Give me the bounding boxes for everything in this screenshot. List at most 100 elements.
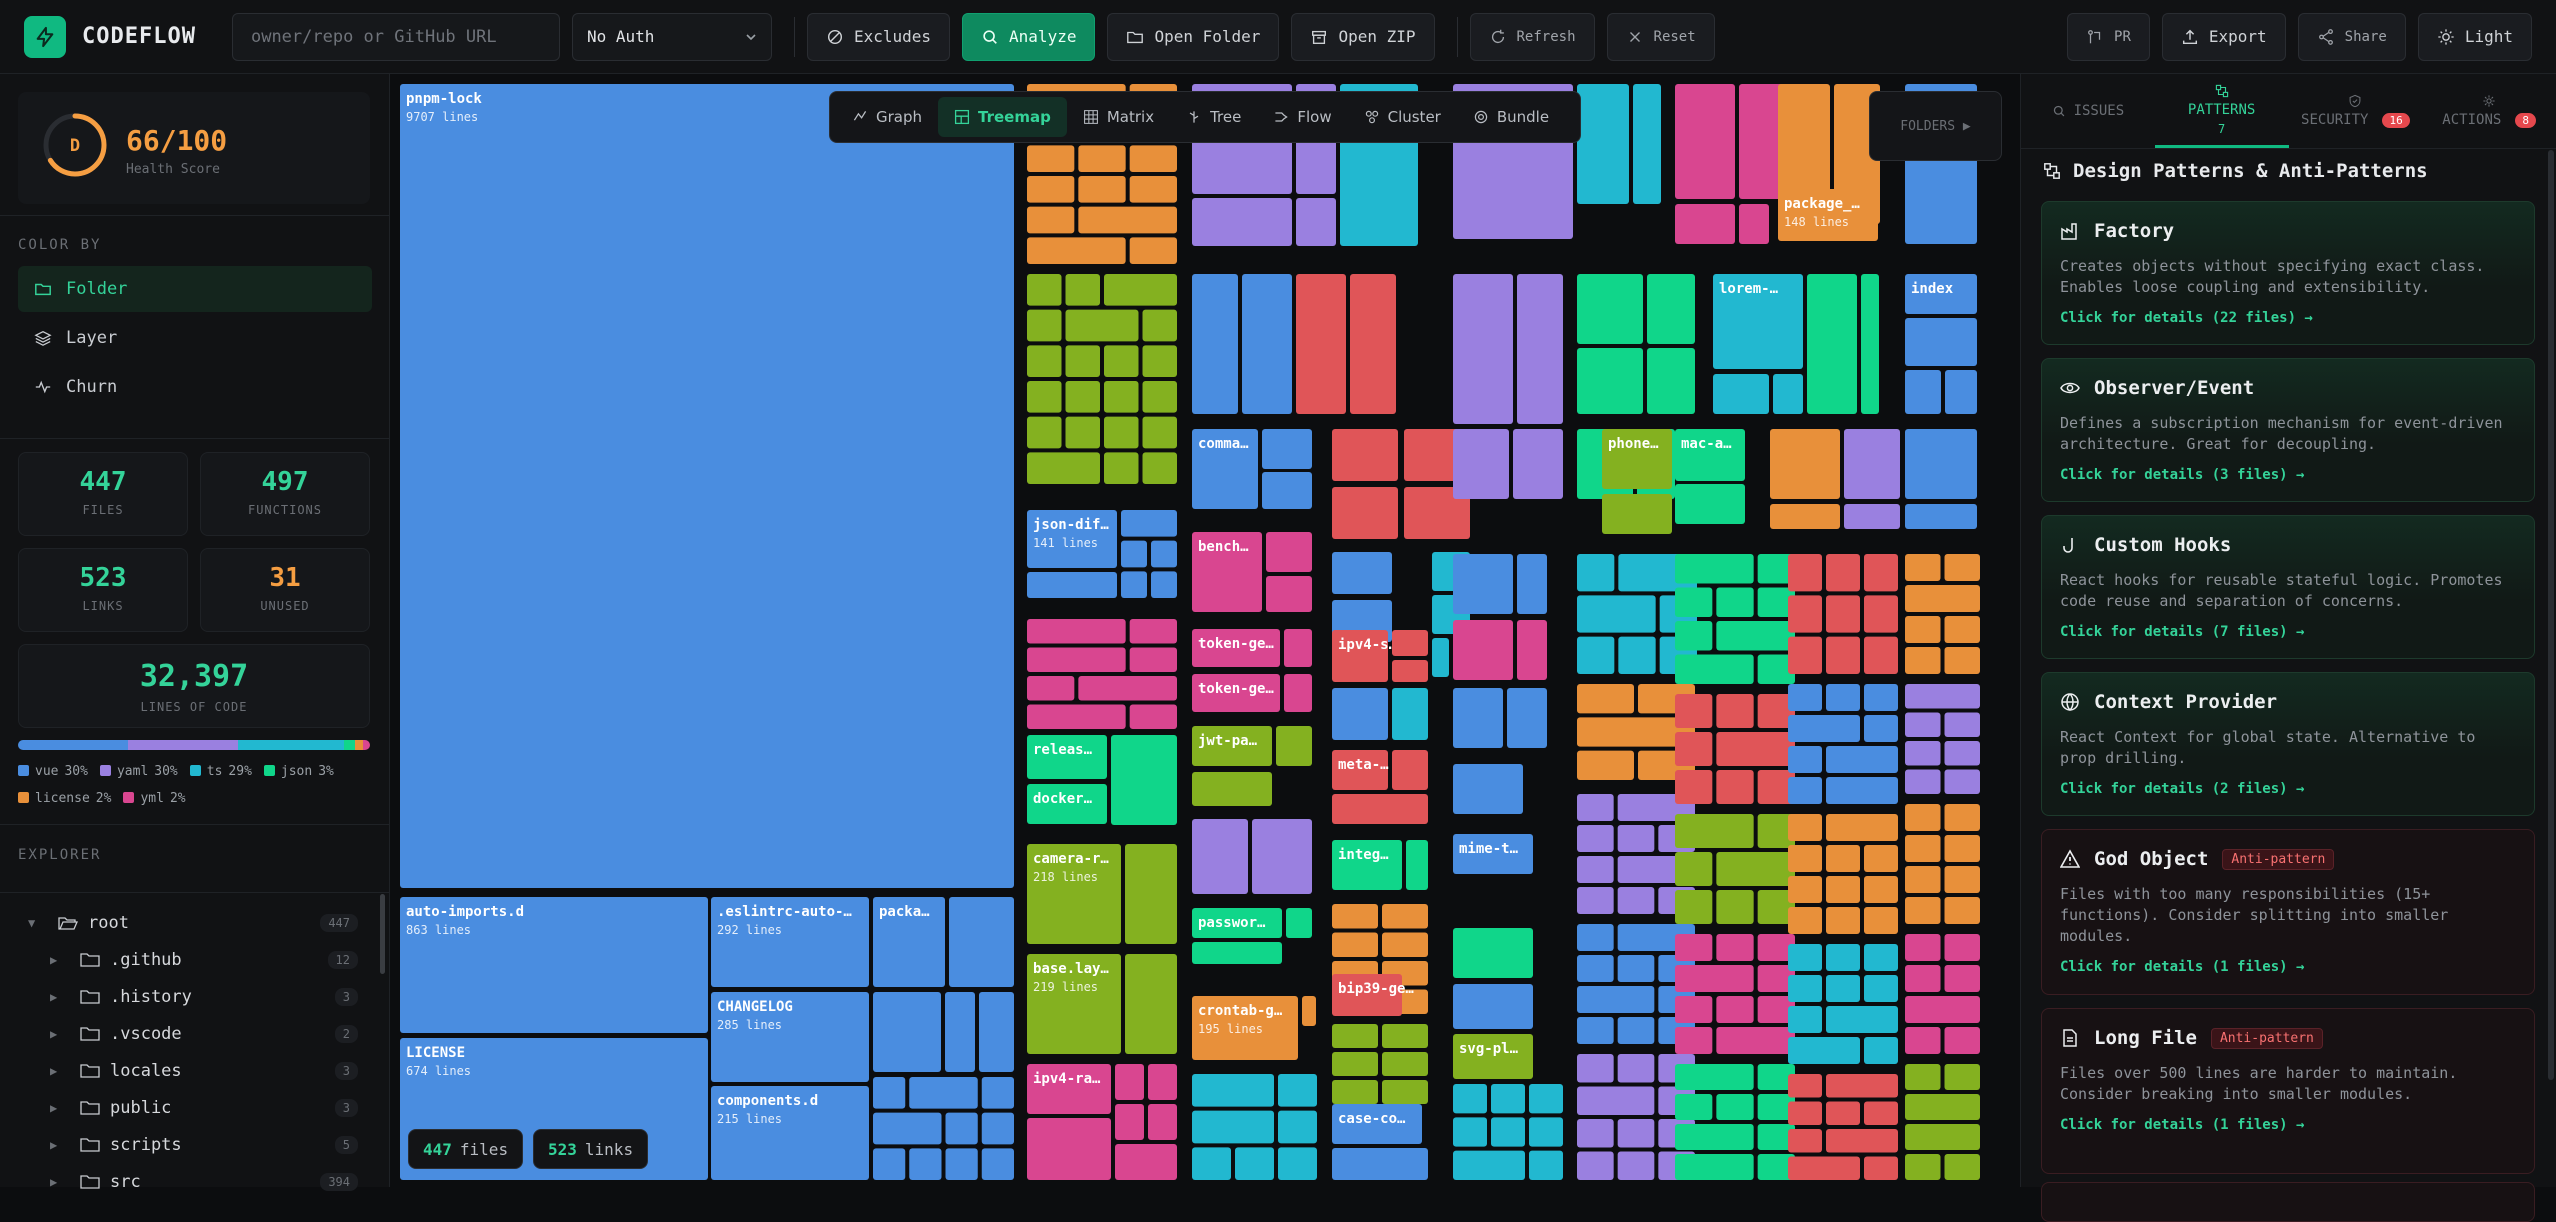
treemap-tile[interactable] bbox=[1713, 374, 1769, 414]
treemap-tile[interactable] bbox=[1675, 934, 1713, 961]
pattern-card-partial[interactable] bbox=[2041, 1182, 2535, 1222]
treemap-tile[interactable] bbox=[1675, 587, 1713, 618]
export-button[interactable]: Export bbox=[2161, 12, 2286, 61]
treemap-tile[interactable] bbox=[1757, 1154, 1795, 1180]
treemap-tile[interactable] bbox=[1142, 381, 1178, 413]
treemap-tile[interactable] bbox=[1027, 647, 1126, 673]
treemap-tile[interactable] bbox=[1192, 819, 1248, 894]
treemap-tile[interactable] bbox=[1716, 770, 1754, 804]
treemap-tile[interactable] bbox=[1278, 1147, 1317, 1180]
treemap-tile[interactable] bbox=[1577, 636, 1615, 674]
treemap-tile[interactable] bbox=[1192, 1074, 1274, 1107]
treemap-tile[interactable] bbox=[1905, 1094, 1980, 1120]
tree-scrollbar[interactable] bbox=[380, 894, 385, 974]
open-folder-button[interactable]: Open Folder bbox=[1107, 12, 1280, 61]
treemap-tile[interactable] bbox=[1905, 318, 1977, 366]
treemap-tile[interactable] bbox=[1944, 769, 1981, 795]
treemap-tile[interactable] bbox=[949, 897, 1014, 987]
folders-toggle-button[interactable]: FOLDERS ▶ bbox=[1869, 91, 2002, 161]
treemap-tile[interactable] bbox=[1491, 1084, 1525, 1114]
treemap-tile[interactable] bbox=[1716, 621, 1795, 651]
treemap-tile[interactable] bbox=[1262, 429, 1312, 469]
treemap-tile[interactable] bbox=[1027, 1064, 1111, 1114]
view-treemap-button[interactable]: Treemap bbox=[938, 97, 1067, 137]
treemap-tile[interactable] bbox=[1027, 784, 1107, 824]
treemap-tile[interactable] bbox=[1529, 1084, 1563, 1114]
treemap-tile[interactable] bbox=[1757, 694, 1795, 728]
auth-select[interactable]: No Auth bbox=[571, 12, 772, 61]
treemap-tile[interactable] bbox=[1757, 1064, 1795, 1090]
tree-item-history[interactable]: ▶ .history 3 bbox=[0, 978, 390, 1015]
treemap-tile[interactable] bbox=[1115, 1104, 1144, 1140]
treemap-tile[interactable] bbox=[1905, 504, 1977, 529]
pattern-details-link[interactable]: Click for details (7 files) → bbox=[2060, 624, 2305, 640]
treemap-tile[interactable] bbox=[1453, 554, 1513, 614]
treemap-tile[interactable] bbox=[1826, 1074, 1898, 1098]
treemap-tile[interactable] bbox=[1577, 1086, 1655, 1116]
treemap-tile[interactable] bbox=[1453, 274, 1513, 424]
view-graph-button[interactable]: Graph bbox=[836, 97, 938, 137]
treemap-tile[interactable] bbox=[1905, 835, 1941, 862]
treemap-tile[interactable] bbox=[1148, 1064, 1177, 1100]
tree-item-public[interactable]: ▶ public 3 bbox=[0, 1089, 390, 1126]
treemap-tile[interactable] bbox=[1453, 928, 1533, 978]
caret-right-icon[interactable]: ▶ bbox=[50, 989, 58, 1004]
treemap-tile[interactable] bbox=[1332, 1104, 1422, 1144]
treemap-tile[interactable] bbox=[1757, 1124, 1795, 1150]
treemap-tile[interactable] bbox=[909, 1148, 942, 1180]
treemap-tile[interactable] bbox=[1078, 676, 1177, 701]
treemap-tile[interactable] bbox=[1432, 638, 1449, 677]
treemap-tile[interactable] bbox=[981, 1148, 1014, 1180]
treemap-tile[interactable] bbox=[1577, 595, 1656, 633]
treemap-tile[interactable] bbox=[1577, 84, 1629, 204]
treemap-tile[interactable] bbox=[945, 1112, 978, 1145]
treemap-tile[interactable] bbox=[1617, 1054, 1655, 1083]
treemap-tile[interactable] bbox=[1453, 429, 1509, 499]
treemap-tile[interactable] bbox=[1675, 732, 1713, 766]
treemap-tile[interactable] bbox=[1905, 897, 1941, 924]
treemap-tile[interactable] bbox=[1757, 587, 1795, 618]
treemap-tile[interactable] bbox=[1905, 585, 1980, 612]
treemap-tile[interactable] bbox=[1675, 1027, 1713, 1054]
tree-item-root[interactable]: ▼ root 447 bbox=[0, 904, 390, 941]
treemap-tile[interactable] bbox=[1027, 844, 1121, 944]
tab-patterns[interactable]: PATTERNS 7 bbox=[2154, 74, 2289, 148]
treemap-tile[interactable] bbox=[1864, 907, 1898, 934]
treemap-tile[interactable] bbox=[1905, 866, 1941, 893]
treemap-tile[interactable] bbox=[1675, 1124, 1754, 1150]
treemap-tile[interactable] bbox=[1602, 429, 1672, 489]
treemap-tile[interactable] bbox=[1332, 1148, 1428, 1180]
treemap-tile[interactable] bbox=[1027, 1118, 1111, 1180]
treemap-tile[interactable] bbox=[1788, 814, 1822, 841]
view-flow-button[interactable]: Flow bbox=[1257, 97, 1347, 137]
treemap-tile[interactable] bbox=[1617, 1119, 1655, 1148]
treemap-tile[interactable] bbox=[1945, 370, 1977, 414]
treemap-tile[interactable] bbox=[1861, 274, 1879, 414]
treemap-tile[interactable] bbox=[1125, 844, 1177, 944]
treemap-tile[interactable] bbox=[1296, 274, 1346, 414]
tab-actions[interactable]: ACTIONS 8 bbox=[2422, 74, 2556, 148]
treemap-tile[interactable] bbox=[1788, 944, 1822, 971]
treemap-tile[interactable] bbox=[1121, 540, 1147, 568]
treemap-tile[interactable] bbox=[1332, 552, 1392, 594]
treemap-tile[interactable] bbox=[1296, 198, 1336, 246]
treemap-tile[interactable] bbox=[1864, 684, 1898, 711]
treemap-tile[interactable] bbox=[1826, 1006, 1898, 1033]
treemap-tile[interactable] bbox=[1104, 452, 1139, 484]
treemap-tile[interactable] bbox=[1453, 1117, 1487, 1147]
treemap-tile[interactable] bbox=[1826, 1129, 1898, 1153]
treemap-tile[interactable] bbox=[1302, 996, 1316, 1026]
view-matrix-button[interactable]: Matrix bbox=[1067, 97, 1170, 137]
treemap-tile[interactable] bbox=[1192, 629, 1280, 667]
treemap-tile[interactable] bbox=[1332, 429, 1398, 481]
treemap-tile[interactable] bbox=[1332, 932, 1378, 958]
treemap-tile[interactable] bbox=[1027, 274, 1062, 306]
treemap-tile[interactable] bbox=[1675, 965, 1754, 992]
treemap-tile[interactable] bbox=[981, 1077, 1014, 1109]
treemap-tile[interactable] bbox=[1148, 1104, 1177, 1140]
treemap-tile[interactable] bbox=[1382, 1080, 1428, 1104]
treemap-tile[interactable] bbox=[1905, 996, 1980, 1023]
treemap-tile[interactable] bbox=[1332, 1080, 1378, 1104]
treemap-tile[interactable] bbox=[1235, 1147, 1274, 1180]
treemap-tile[interactable] bbox=[1577, 887, 1614, 914]
